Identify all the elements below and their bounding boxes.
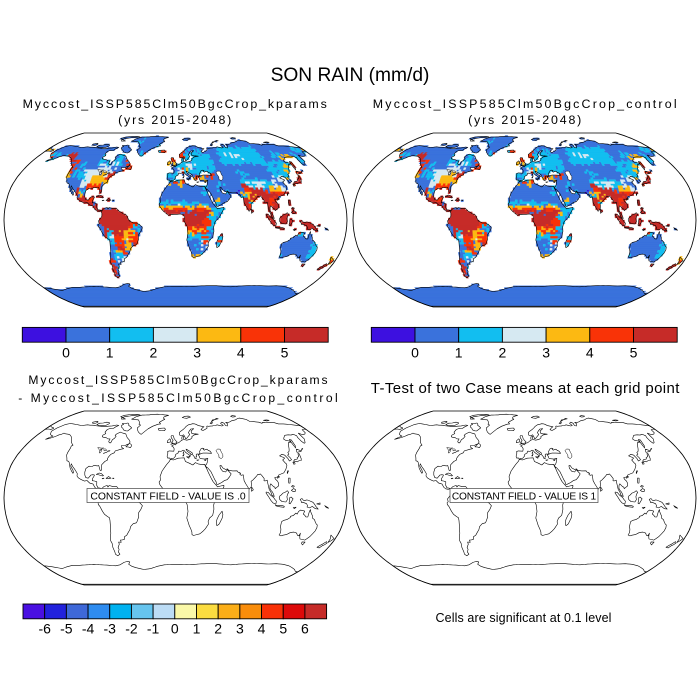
svg-text:CONSTANT FIELD - VALUE IS 1: CONSTANT FIELD - VALUE IS 1 <box>452 491 597 502</box>
svg-text:-1: -1 <box>147 621 160 637</box>
svg-text:Myccost_ISSP585Clm50BgcCrop_kp: Myccost_ISSP585Clm50BgcCrop_kparams <box>23 97 329 111</box>
svg-text:1: 1 <box>455 344 463 360</box>
svg-text:2: 2 <box>499 344 507 360</box>
svg-text:SON RAIN (mm/d): SON RAIN (mm/d) <box>271 65 430 86</box>
svg-text:Cells are significant at 0.1 l: Cells are significant at 0.1 level <box>436 611 612 625</box>
svg-text:1: 1 <box>106 344 114 360</box>
svg-text:2: 2 <box>150 344 158 360</box>
svg-text:0: 0 <box>62 344 70 360</box>
svg-text:T-Test of two Case means at ea: T-Test of two Case means at each grid po… <box>371 380 680 397</box>
svg-text:3: 3 <box>542 344 550 360</box>
svg-text:CONSTANT FIELD - VALUE IS .0: CONSTANT FIELD - VALUE IS .0 <box>90 491 246 502</box>
svg-text:3: 3 <box>236 621 244 637</box>
svg-text:5: 5 <box>279 621 287 637</box>
svg-text:0: 0 <box>411 344 419 360</box>
svg-text:-4: -4 <box>82 621 95 637</box>
svg-text:(yrs 2015-2048): (yrs 2015-2048) <box>118 113 233 127</box>
svg-text:-3: -3 <box>104 621 117 637</box>
svg-text:4: 4 <box>237 344 245 360</box>
svg-text:- Myccost_ISSP585Clm50BgcCrop_: - Myccost_ISSP585Clm50BgcCrop_control <box>18 391 340 405</box>
svg-text:4: 4 <box>586 344 594 360</box>
svg-text:-6: -6 <box>38 621 51 637</box>
svg-text:(yrs 2015-2048): (yrs 2015-2048) <box>468 113 583 127</box>
svg-text:-5: -5 <box>60 621 73 637</box>
svg-text:3: 3 <box>193 344 201 360</box>
svg-text:4: 4 <box>258 621 266 637</box>
svg-text:Myccost_ISSP585Clm50BgcCrop_co: Myccost_ISSP585Clm50BgcCrop_control <box>373 97 679 111</box>
svg-text:6: 6 <box>301 621 309 637</box>
svg-text:5: 5 <box>630 344 638 360</box>
svg-text:Myccost_ISSP585Clm50BgcCrop_kp: Myccost_ISSP585Clm50BgcCrop_kparams <box>28 373 329 387</box>
svg-text:5: 5 <box>281 344 289 360</box>
svg-text:0: 0 <box>171 621 179 637</box>
svg-text:2: 2 <box>214 621 222 637</box>
svg-text:-2: -2 <box>125 621 138 637</box>
svg-text:1: 1 <box>193 621 201 637</box>
